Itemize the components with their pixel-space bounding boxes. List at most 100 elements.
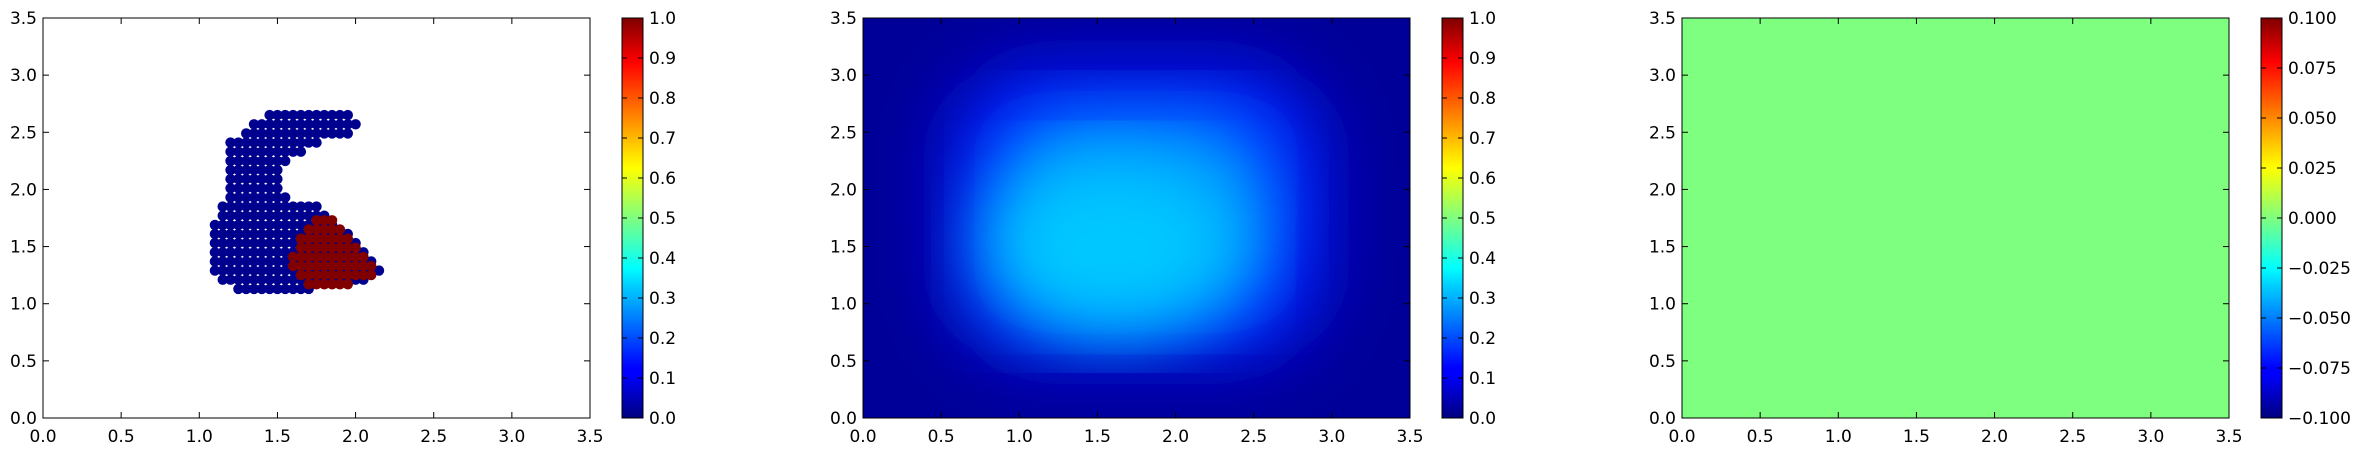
scatter-point [287, 137, 299, 148]
scatter-point [233, 274, 244, 285]
scatter-point [256, 219, 267, 231]
scatter-point [256, 155, 267, 167]
scatter-point [272, 164, 283, 176]
colorbar-tick-label: 0.7 [649, 129, 676, 149]
scatter-point [241, 183, 252, 194]
scatter-point [295, 109, 307, 121]
scatter-point [295, 119, 307, 130]
y-tick-label: 3.0 [10, 66, 37, 86]
scatter-point [295, 210, 307, 221]
scatter-point [248, 237, 260, 249]
scatter-point [350, 260, 361, 272]
scatter-point [248, 155, 260, 167]
x-tick-label: 1.5 [1084, 427, 1111, 447]
scatter-point [272, 201, 283, 212]
scatter-point [287, 228, 299, 240]
scatter-point [241, 155, 252, 167]
scatter-point [342, 128, 353, 139]
scatter-series-value-1 [287, 215, 377, 290]
scatter-point [303, 233, 314, 244]
scatter-point [225, 201, 236, 212]
scatter-point [280, 192, 291, 203]
scatter-point [326, 128, 338, 139]
x-tick-label: 2.5 [2059, 427, 2086, 447]
scatter-point [342, 279, 353, 290]
scatter-point [248, 219, 260, 231]
scatter-point [264, 256, 275, 267]
scatter-point [287, 119, 299, 130]
scatter-point [303, 224, 314, 235]
y-tick-label: 3.5 [830, 9, 857, 29]
scatter-point [225, 265, 236, 276]
colorbar-tick-label: 0.3 [1469, 289, 1496, 309]
scatter-point [272, 109, 283, 121]
scatter-point [311, 260, 322, 272]
scatter-point [256, 146, 267, 157]
colorbar-tick-label: 0.0 [1469, 409, 1496, 429]
scatter-point [319, 224, 330, 235]
scatter-point [295, 201, 307, 212]
scatter-point [233, 164, 244, 176]
scatter-point [217, 201, 228, 212]
y-tick-label: 3.0 [1649, 66, 1676, 86]
scatter-point [241, 164, 252, 176]
scatter-point [256, 128, 267, 139]
scatter-point [358, 269, 369, 281]
scatter-point [209, 237, 221, 249]
scatter-point [209, 256, 221, 267]
scatter-point [264, 119, 275, 130]
x-tick-label: 2.5 [420, 427, 447, 447]
scatter-point [303, 269, 314, 281]
scatter-point [342, 269, 353, 281]
scatter-point [217, 256, 228, 267]
scatter-point [319, 242, 330, 253]
scatter-point [280, 119, 291, 130]
scatter-point [319, 269, 330, 281]
scatter-point [326, 279, 338, 290]
scatter-point [264, 164, 275, 176]
scatter-point [311, 233, 322, 244]
scatter-point [295, 242, 307, 253]
scatter-point [256, 137, 267, 148]
scatter-point [272, 219, 283, 231]
colorbar-tick-label: 0.8 [649, 89, 676, 109]
scatter-point [248, 256, 260, 267]
scatter-point [334, 269, 346, 281]
scatter-point [280, 283, 291, 295]
scatter-point [225, 164, 236, 176]
scatter-point [342, 109, 353, 121]
scatter-point [209, 247, 221, 258]
scatter-point [311, 201, 322, 212]
colorbar-tick-label: 0.4 [1469, 249, 1496, 269]
scatter-point [264, 265, 275, 276]
colorbar-gradient [2261, 18, 2282, 418]
y-tick-label: 3.5 [1649, 9, 1676, 29]
x-tick-label: 0.0 [1668, 427, 1695, 447]
scatter-point [295, 260, 307, 272]
scatter-point [225, 247, 236, 258]
colorbar-tick-label: 0.000 [2288, 209, 2337, 229]
scatter-point [233, 201, 244, 212]
scatter-point [295, 269, 307, 281]
scatter-point [209, 265, 221, 276]
scatter-point [311, 251, 322, 263]
scatter-point [225, 183, 236, 194]
scatter-point [280, 247, 291, 258]
scatter-point [256, 237, 267, 249]
scatter-point [225, 256, 236, 267]
scatter-point [350, 251, 361, 263]
scatter-point [280, 109, 291, 121]
scatter-point [280, 201, 291, 212]
y-tick-label: 0.5 [1649, 352, 1676, 372]
scatter-point [264, 283, 275, 295]
y-tick-label: 2.5 [1649, 123, 1676, 143]
x-tick-label: 0.5 [1747, 427, 1774, 447]
scatter-point [248, 274, 260, 285]
y-tick-label: 1.5 [1649, 238, 1676, 258]
colorbar-tick-label: 0.0 [649, 409, 676, 429]
scatter-point [303, 201, 314, 212]
scatter-point [256, 210, 267, 221]
scatter-point [326, 119, 338, 130]
colorbar-tick-label: 0.5 [1469, 209, 1496, 229]
axes-frame [42, 17, 591, 419]
